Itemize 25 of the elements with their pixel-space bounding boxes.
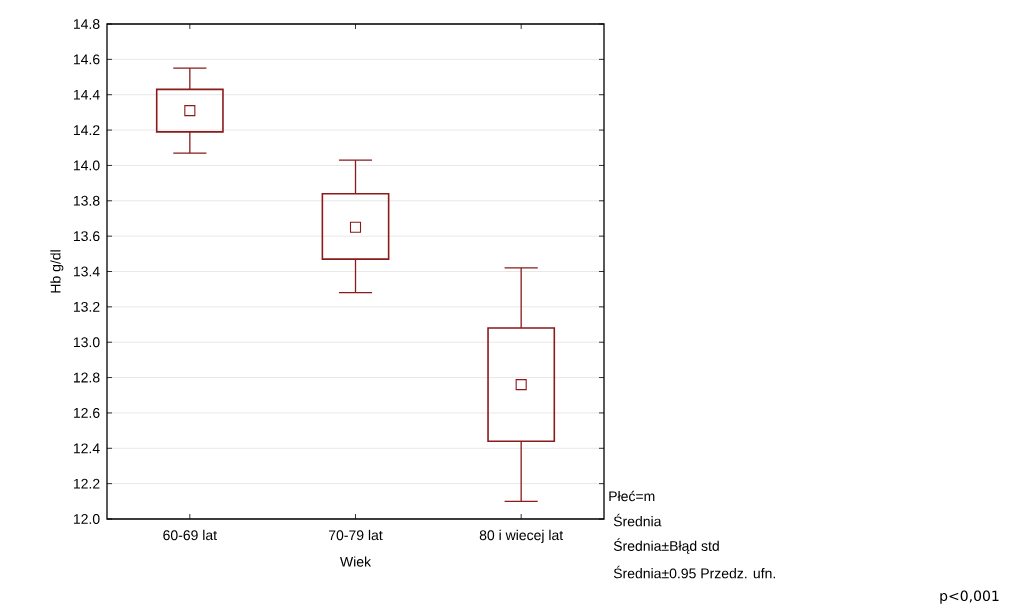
y-tick-label: 13.4 (73, 266, 100, 277)
x-tick-label: 80 i wiecej lat (479, 529, 564, 543)
text: p<0,001 (940, 590, 999, 604)
y-tick-label: 12.0 (73, 514, 100, 524)
y-tick-label: 13.0 (73, 337, 100, 348)
text: Średnia±0.95 Przedz. ufn. (613, 565, 775, 579)
y-tick-label: 14.0 (73, 160, 100, 171)
y-tick-label: 14.2 (73, 125, 100, 135)
y-tick-label: 13.8 (73, 195, 100, 206)
y-tick-label: 12.6 (73, 407, 100, 418)
x-tick-label: 70-79 lat (328, 529, 383, 541)
text: Płeć=m (609, 490, 655, 502)
y-tick-label: 12.2 (73, 478, 100, 489)
y-tick-label: 12.4 (73, 443, 100, 454)
y-axis-title: Hb g/dl (50, 250, 64, 293)
y-tick-label: 12.8 (73, 372, 100, 383)
y-tick-label: 14.8 (73, 19, 100, 29)
x-tick-label: 60-69 lat (163, 529, 217, 541)
y-tick-label: 13.6 (73, 231, 100, 242)
y-tick-label: 14.4 (73, 89, 100, 100)
y-tick-label: 14.6 (73, 54, 100, 65)
text: Średnia (613, 513, 662, 527)
x-axis-title: Wiek (340, 556, 372, 567)
text: Średnia±Błąd std (613, 538, 719, 554)
y-tick-label: 13.2 (73, 301, 100, 312)
